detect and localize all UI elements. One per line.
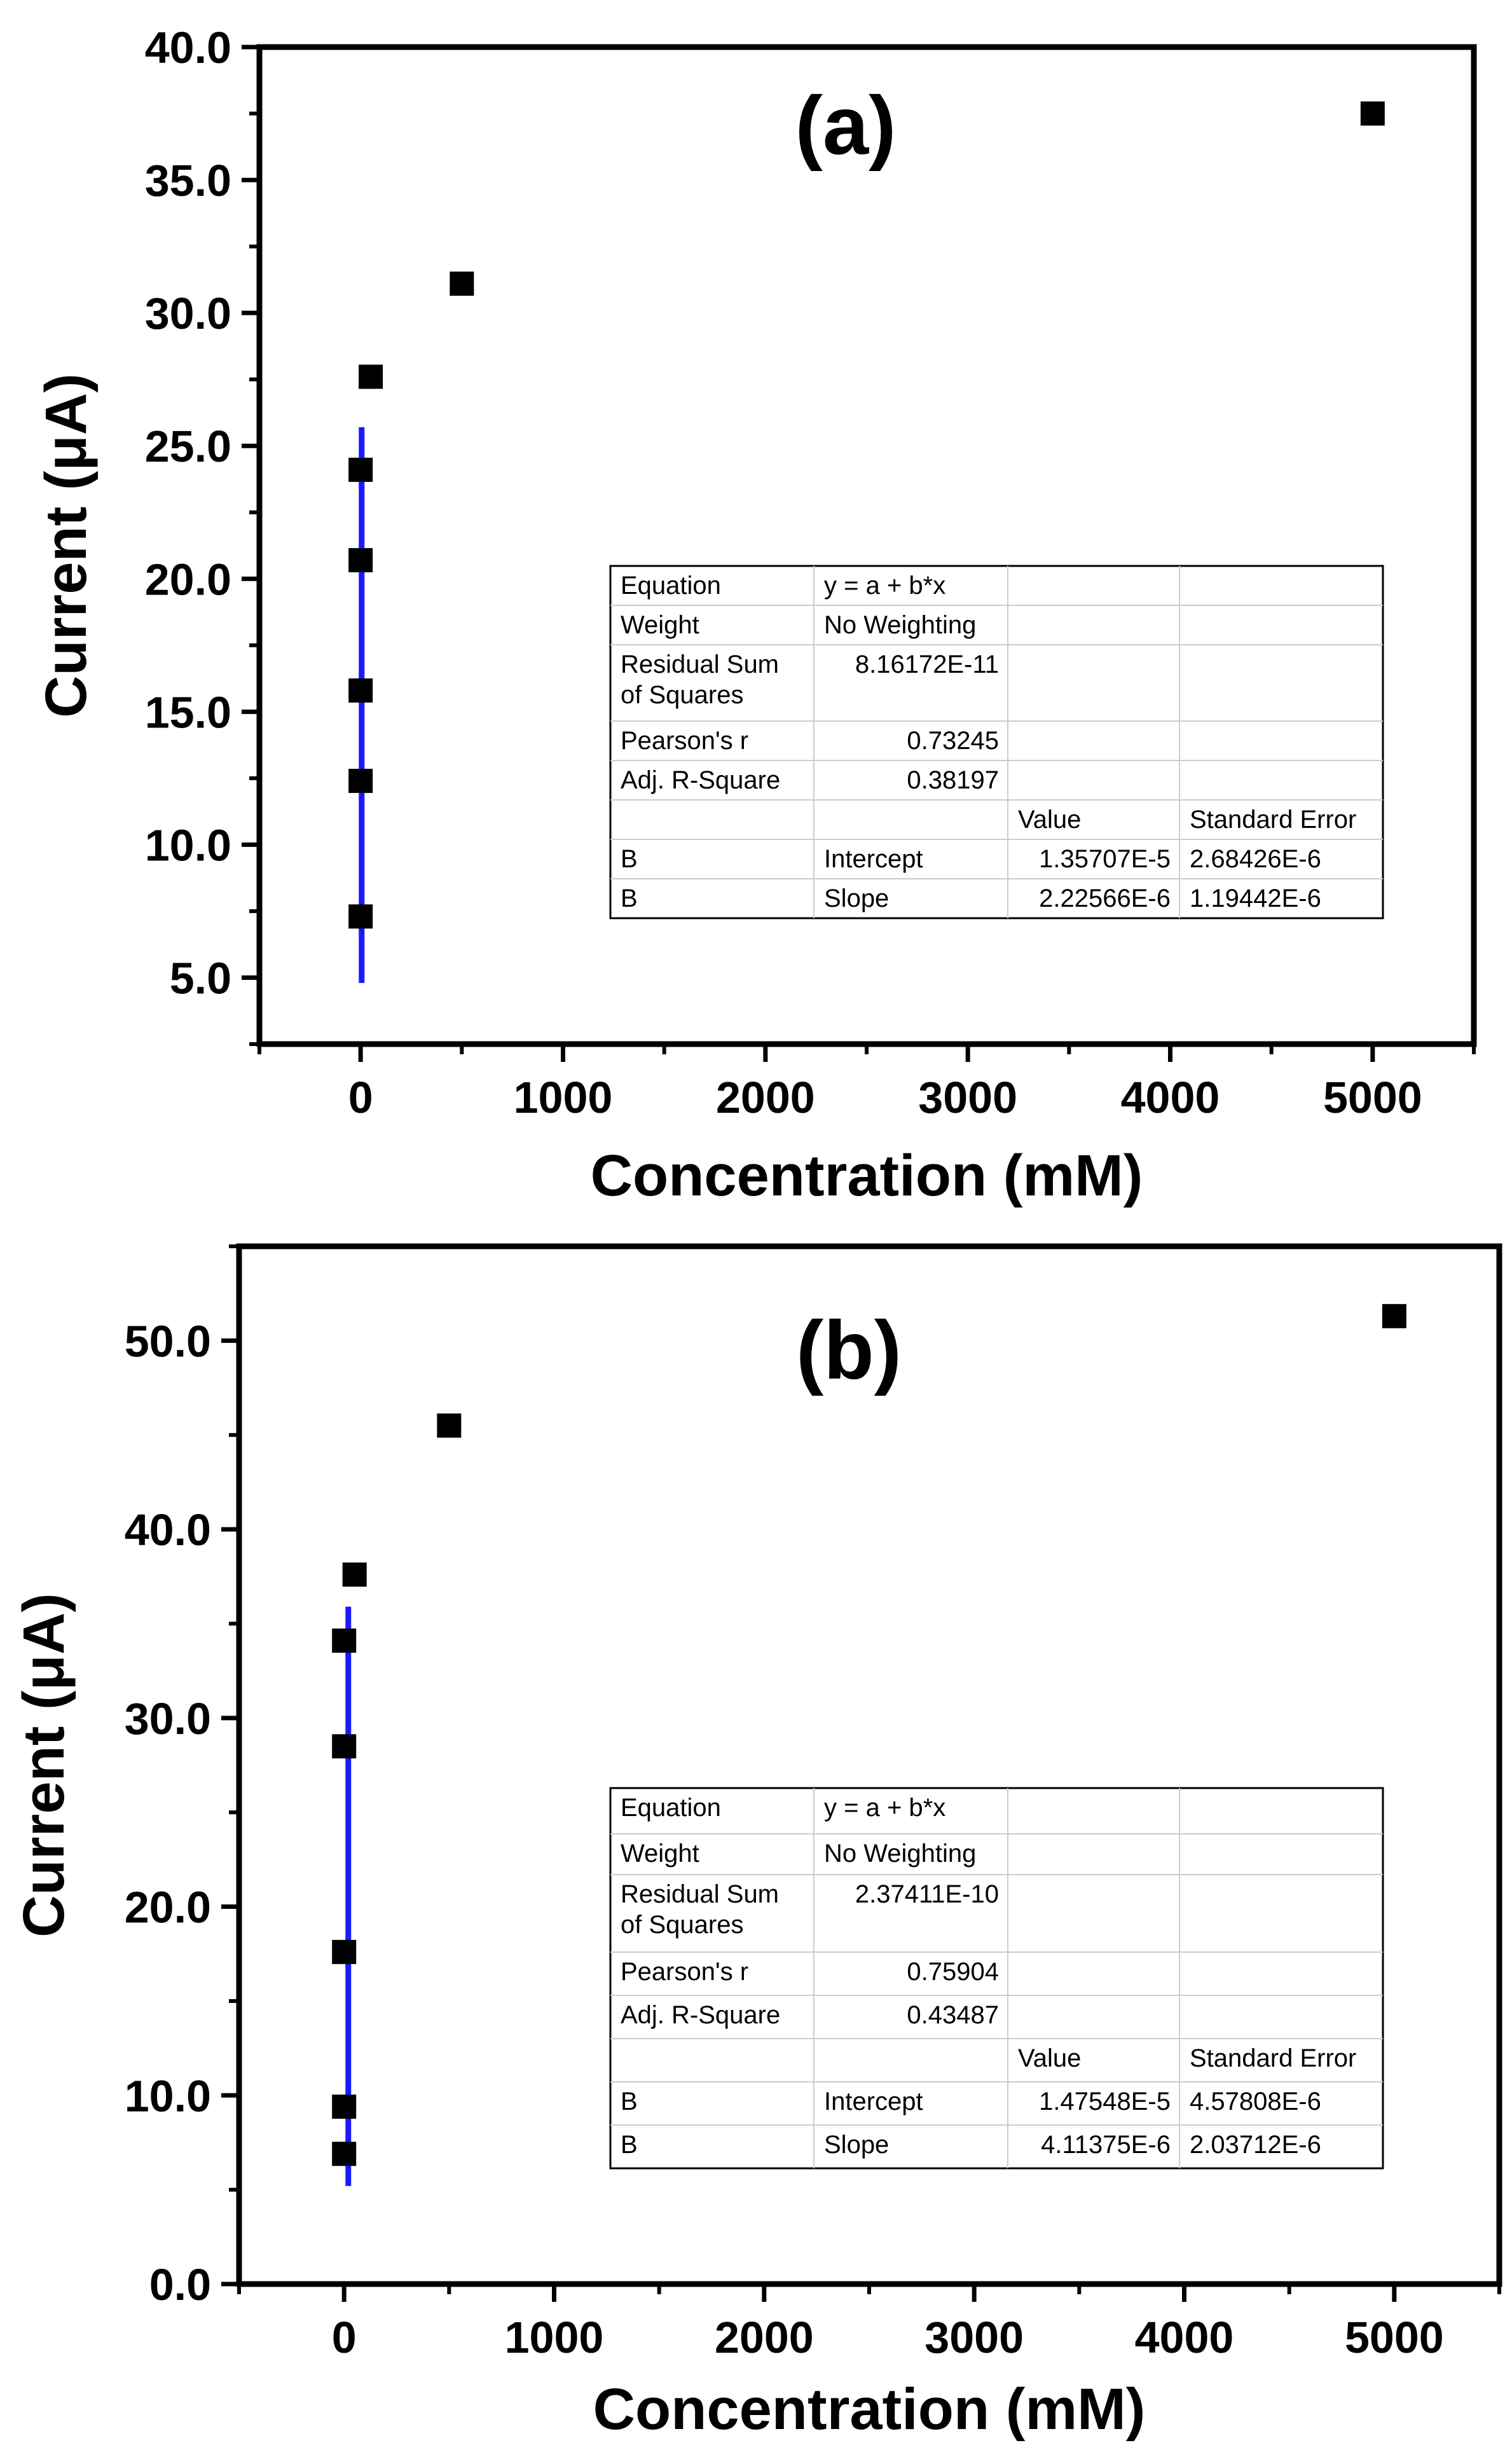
table-cell: Equation [621, 1794, 721, 1822]
x-tick-label: 4000 [1135, 2313, 1234, 2362]
y-tick-label: 0.0 [149, 2260, 211, 2309]
y-tick-label: 40.0 [145, 23, 231, 72]
data-point [437, 1413, 462, 1438]
y-tick-label: 25.0 [145, 422, 231, 471]
table-cell: Slope [824, 884, 889, 912]
table-cell: of Squares [621, 1911, 743, 1939]
x-tick-label: 2000 [716, 1073, 815, 1122]
y-tick-label: 40.0 [125, 1505, 211, 1555]
table-cell: 0.43487 [907, 2001, 999, 2029]
data-point [332, 2142, 357, 2166]
y-tick-label: 20.0 [145, 554, 231, 604]
x-tick-label: 3000 [924, 2313, 1024, 2362]
table-cell: Pearson's r [621, 1958, 748, 1986]
table-cell: B [621, 2088, 638, 2116]
x-tick-label: 5000 [1323, 1073, 1422, 1122]
x-tick-label: 3000 [918, 1073, 1017, 1122]
y-tick-label: 10.0 [145, 820, 231, 870]
table-cell: Equation [621, 572, 721, 600]
table-cell: 0.38197 [907, 766, 999, 794]
y-tick-label: 50.0 [125, 1316, 211, 1366]
data-point [348, 678, 373, 703]
table-cell: Intercept [824, 2088, 923, 2116]
table-cell: y = a + b*x [824, 1794, 945, 1822]
data-point [1382, 1304, 1406, 1328]
x-tick-label: 2000 [715, 2313, 814, 2362]
table-cell: Slope [824, 2131, 889, 2159]
x-axis-title: Concentration (mM) [593, 2377, 1146, 2442]
y-axis-title: Current (μA) [11, 1593, 76, 1937]
panel-label: (b) [796, 1304, 902, 1396]
y-tick-label: 30.0 [145, 289, 231, 338]
data-point [450, 272, 474, 296]
table-cell: Adj. R-Square [621, 2001, 780, 2029]
table-cell: Standard Error [1190, 2044, 1356, 2072]
data-point [348, 904, 373, 929]
chart-panel-a: 0 1000 2000 3000 4000 5000 5.0 10.0 15.0 20.0 25.0… [34, 23, 1477, 1208]
fit-table [609, 565, 1384, 919]
table-cell: B [621, 845, 638, 873]
y-axis-title: Current (μA) [34, 373, 99, 718]
y-tick-label: 15.0 [145, 687, 231, 737]
table-cell: y = a + b*x [824, 572, 945, 600]
chart-panel-b: 0 1000 2000 3000 4000 5000 0.0 10.0 20.0 30.0 40.0… [11, 1243, 1502, 2442]
x-tick-label: 1000 [505, 2313, 604, 2362]
data-point [1360, 101, 1385, 126]
table-cell: 1.47548E-5 [1039, 2088, 1171, 2116]
y-tick-label: 20.0 [125, 1883, 211, 1932]
y-tick-label: 35.0 [145, 156, 231, 205]
y-tick-label: 30.0 [125, 1694, 211, 1744]
x-tick-label: 0 [348, 1073, 373, 1122]
table-cell: Adj. R-Square [621, 766, 780, 794]
y-tick-label: 5.0 [170, 953, 231, 1003]
fit-table [609, 1787, 1384, 2170]
data-point [348, 769, 373, 794]
table-cell: 4.11375E-6 [1041, 2131, 1171, 2159]
table-cell: 4.57808E-6 [1190, 2088, 1321, 2116]
data-point [332, 1939, 357, 1964]
table-cell: B [621, 884, 638, 912]
table-cell: 2.03712E-6 [1190, 2131, 1321, 2159]
table-cell: 1.35707E-5 [1039, 845, 1171, 873]
data-point [348, 547, 373, 572]
data-point [342, 1562, 367, 1587]
table-cell: Pearson's r [621, 727, 748, 755]
data-point [332, 1628, 357, 1653]
table-cell: Residual Sum [621, 1880, 779, 1908]
table-cell: Residual Sum [621, 650, 779, 678]
table-cell: Value [1018, 2044, 1081, 2072]
x-tick-label: 1000 [514, 1073, 613, 1122]
table-cell: Standard Error [1190, 806, 1356, 834]
table-cell: Weight [621, 611, 699, 639]
x-tick-label: 5000 [1345, 2313, 1444, 2362]
data-point [332, 2095, 357, 2119]
table-cell: 0.73245 [907, 727, 999, 755]
table-cell: Intercept [824, 845, 923, 873]
data-point [359, 364, 383, 389]
table-cell: of Squares [621, 681, 743, 709]
table-cell: No Weighting [824, 611, 976, 639]
table-cell: 2.22566E-6 [1039, 884, 1171, 912]
table-cell: No Weighting [824, 1840, 976, 1868]
data-point [332, 1734, 357, 1759]
x-axis-title: Concentration (mM) [591, 1143, 1143, 1208]
y-tick-label: 10.0 [125, 2071, 211, 2121]
table-cell: 1.19442E-6 [1190, 884, 1321, 912]
table-cell: 2.37411E-10 [855, 1880, 999, 1908]
x-tick-label: 0 [332, 2313, 357, 2362]
table-cell: Value [1018, 806, 1081, 834]
table-cell: 0.75904 [907, 1958, 999, 1986]
table-cell: 8.16172E-11 [855, 650, 999, 678]
data-point [348, 457, 373, 482]
panel-label: (a) [795, 79, 897, 172]
x-tick-label: 4000 [1121, 1073, 1220, 1122]
table-cell: Weight [621, 1840, 699, 1868]
table-cell: 2.68426E-6 [1190, 845, 1321, 873]
table-cell: B [621, 2131, 638, 2159]
